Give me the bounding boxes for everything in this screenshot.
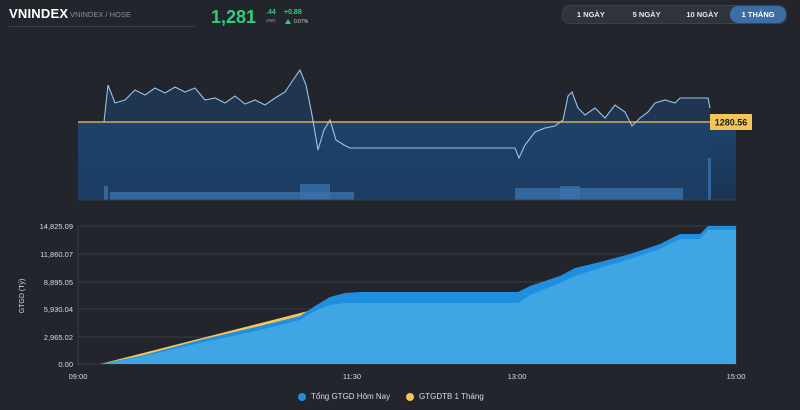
intraday-area [78, 70, 710, 200]
y-tick-label: 0.00 [58, 360, 73, 369]
top-bar: VNINDEX VNINDEX / HOSE 1,281 .44 VND +0.… [0, 0, 800, 32]
y-tick-label: 5,930.04 [44, 305, 73, 314]
intraday-chart: 1280.56 [78, 68, 752, 201]
change-value: +0.88 [284, 9, 302, 16]
legend-dot-today [298, 392, 306, 401]
legend-item-month[interactable]: GTGDTB 1 Tháng [406, 392, 484, 401]
change-percent: 0.07% [294, 19, 309, 25]
y-tick-label: 14,825.09 [40, 222, 73, 231]
x-tick-label: 13:00 [508, 372, 527, 381]
y-tick-label: 8,895.05 [44, 278, 73, 287]
title-divider [9, 26, 195, 27]
price-value: 1,281 [211, 7, 257, 27]
range-selector: 1 NGÀY 5 NGÀY 10 NGÀY 1 THÁNG [562, 5, 787, 24]
y-axis-label: GTGD (Tỷ) [19, 279, 26, 314]
range-10-day-button[interactable]: 10 NGÀY [686, 10, 719, 19]
y-tick-label: 2,965.02 [44, 333, 73, 342]
price-unit: VND [266, 18, 276, 23]
legend-item-today[interactable]: Tổng GTGD Hôm Nay [298, 392, 390, 401]
legend-label-month: GTGDTB 1 Tháng [419, 392, 484, 401]
x-tick-labels: 09:00 11:30 13:00 15:00 [69, 372, 746, 381]
range-1-day-button[interactable]: 1 NGÀY [576, 10, 605, 19]
chart-legend: Tổng GTGD Hôm Nay GTGDTB 1 Tháng [0, 390, 800, 406]
legend-label-today: Tổng GTGD Hôm Nay [311, 392, 391, 401]
index-subtitle: VNINDEX / HOSE [70, 10, 131, 19]
range-1-month-button[interactable]: 1 THÁNG [730, 6, 786, 23]
range-5-day-button[interactable]: 5 NGÀY [632, 10, 661, 19]
up-arrow-icon [285, 19, 291, 24]
reference-label-box [710, 114, 752, 130]
value-chart: 14,825.09 11,860.07 8,895.05 5,930.04 2,… [19, 222, 746, 381]
reference-label: 1280.56 [715, 118, 748, 128]
price-decimals: .44 [266, 9, 276, 16]
y-tick-labels: 14,825.09 11,860.07 8,895.05 5,930.04 2,… [40, 222, 73, 369]
x-tick-label: 09:00 [69, 372, 88, 381]
intraday-price-line [78, 68, 711, 160]
x-tick-label: 15:00 [727, 372, 746, 381]
x-tick-label: 11:30 [343, 372, 361, 381]
volume-bars [104, 158, 711, 200]
y-tick-label: 11,860.07 [40, 250, 73, 259]
index-title: VNINDEX [9, 6, 69, 21]
series-today-area-light [100, 230, 736, 364]
legend-dot-month [406, 392, 414, 401]
